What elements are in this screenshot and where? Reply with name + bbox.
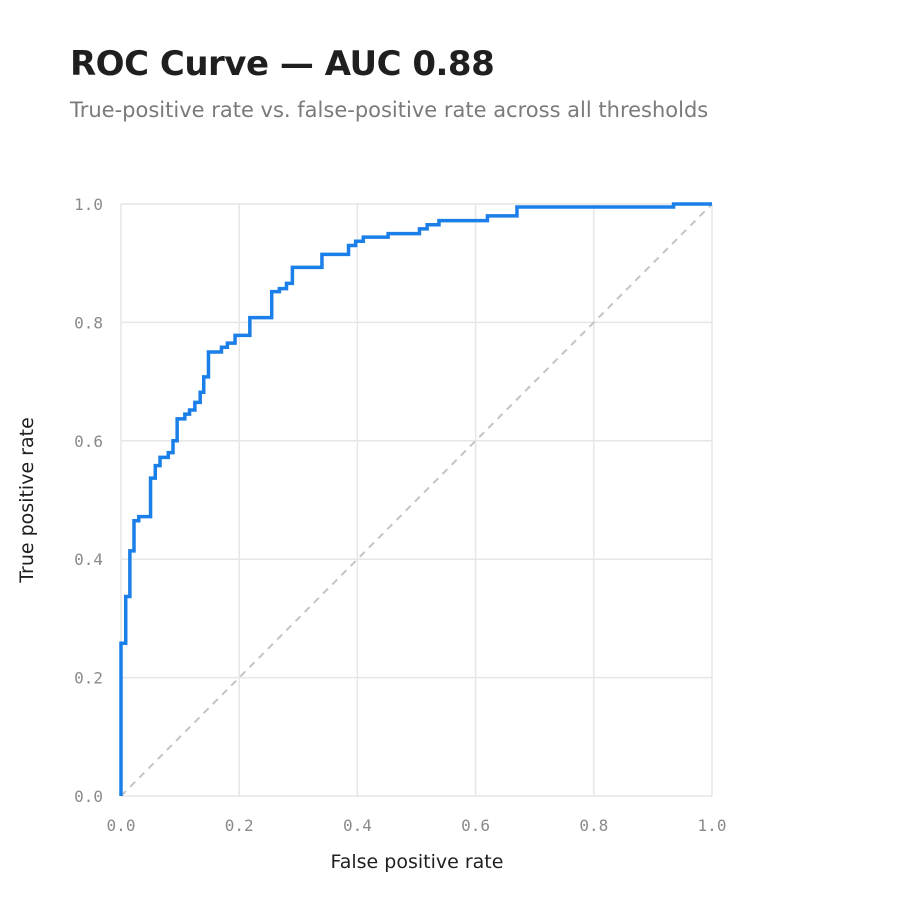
y-tick-label: 0.0 — [74, 787, 103, 806]
x-tick-label: 0.0 — [107, 816, 136, 835]
y-tick-label: 0.2 — [74, 669, 103, 688]
x-tick-label: 0.6 — [461, 816, 490, 835]
x-tick-label: 1.0 — [698, 816, 727, 835]
baseline-layer — [120, 203, 713, 797]
y-axis-label: True positive rate — [16, 417, 38, 584]
y-tick-label: 0.4 — [74, 550, 103, 569]
series-layer — [119, 202, 712, 796]
x-tick-label: 0.4 — [343, 816, 372, 835]
y-tick-label: 0.6 — [74, 432, 103, 451]
grid-lines — [120, 203, 713, 797]
chart-title: ROC Curve — AUC 0.88 — [70, 44, 495, 84]
roc-curve-line — [119, 202, 712, 796]
y-tick-labels: 0.0 0.2 0.4 0.6 0.8 1.0 — [74, 195, 103, 806]
y-tick-label: 1.0 — [74, 195, 103, 214]
y-tick-label: 0.8 — [74, 313, 103, 332]
x-tick-label: 0.8 — [579, 816, 608, 835]
chance-baseline — [120, 203, 713, 797]
x-tick-labels: 0.0 0.2 0.4 0.6 0.8 1.0 — [107, 816, 727, 835]
x-tick-label: 0.2 — [225, 816, 254, 835]
x-axis-label: False positive rate — [331, 851, 504, 873]
chart-subtitle: True-positive rate vs. false-positive ra… — [70, 98, 709, 122]
